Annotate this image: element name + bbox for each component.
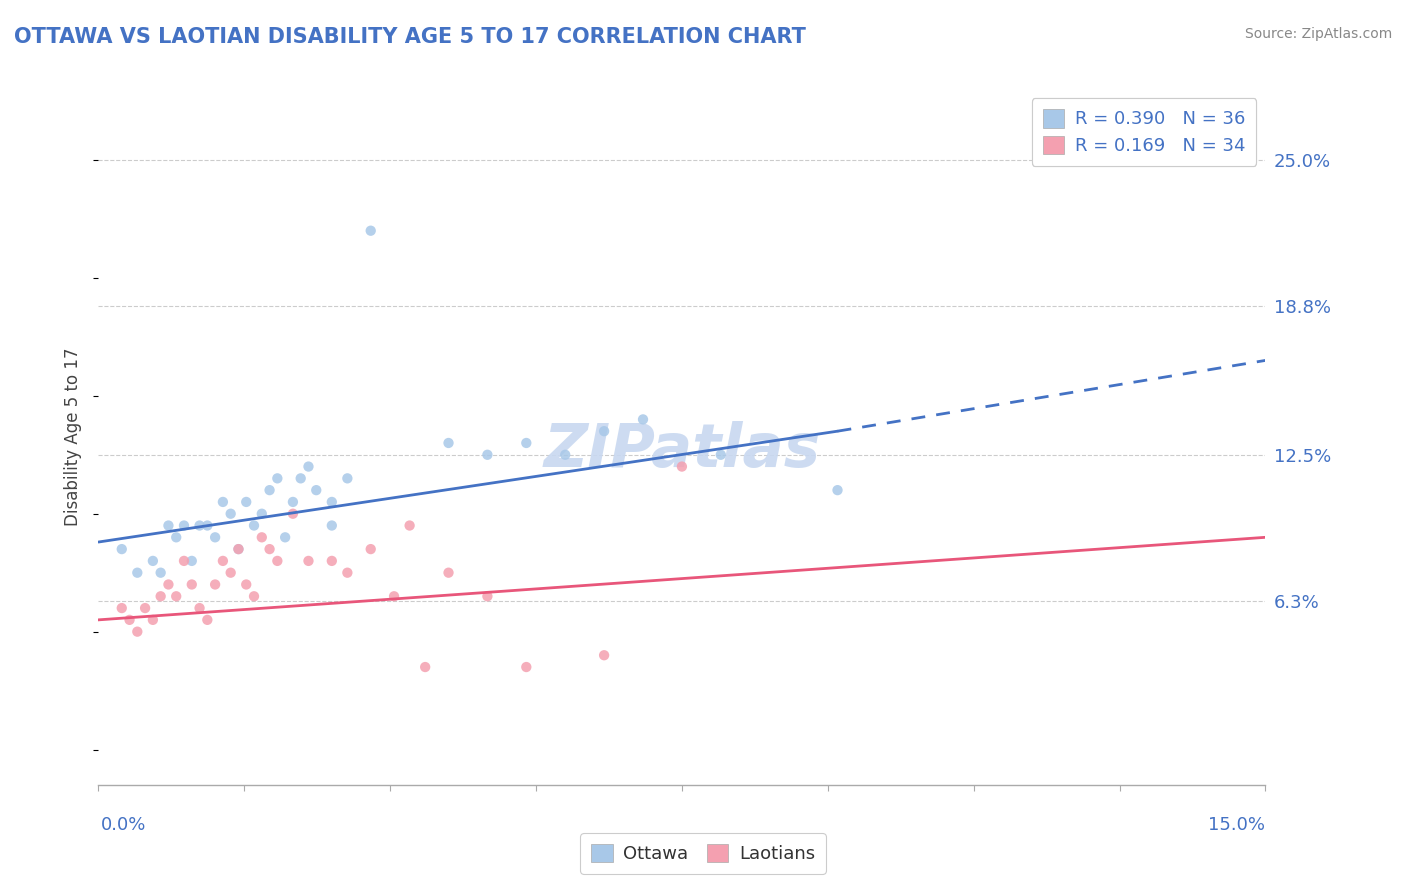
Legend: R = 0.390   N = 36, R = 0.169   N = 34: R = 0.390 N = 36, R = 0.169 N = 34 (1032, 98, 1257, 166)
Point (204, 577, 226, 591)
Text: OTTAWA VS LAOTIAN DISABILITY AGE 5 TO 17 CORRELATION CHART: OTTAWA VS LAOTIAN DISABILITY AGE 5 TO 17… (14, 27, 806, 46)
Legend: Ottawa, Laotians: Ottawa, Laotians (581, 833, 825, 874)
Point (413, 660, 436, 674)
Point (710, 448, 733, 462)
Point (243, 518, 266, 533)
Point (437, 566, 460, 580)
Point (165, 530, 187, 544)
Point (235, 495, 257, 509)
Point (274, 530, 297, 544)
Point (180, 577, 202, 591)
Point (336, 566, 359, 580)
Point (157, 577, 180, 591)
Point (111, 542, 134, 557)
Point (827, 483, 849, 497)
Point (127, 624, 149, 639)
Point (593, 424, 616, 438)
Point (243, 589, 266, 603)
Point (281, 507, 304, 521)
Point (250, 507, 273, 521)
Point (437, 436, 460, 450)
Point (118, 613, 141, 627)
Point (259, 483, 281, 497)
Point (515, 436, 537, 450)
Point (593, 648, 616, 663)
Point (266, 554, 288, 568)
Text: 15.0%: 15.0% (1208, 816, 1265, 834)
Point (631, 412, 654, 426)
Point (281, 495, 304, 509)
Point (195, 518, 218, 533)
Point (477, 589, 499, 603)
Point (219, 507, 242, 521)
Point (321, 495, 343, 509)
Point (360, 542, 382, 557)
Point (173, 518, 195, 533)
Point (360, 224, 382, 238)
Point (142, 613, 165, 627)
Point (305, 483, 328, 497)
Point (188, 518, 211, 533)
Point (398, 518, 420, 533)
Point (134, 601, 156, 615)
Point (477, 448, 499, 462)
Point (228, 542, 250, 557)
Point (180, 554, 202, 568)
Point (228, 542, 250, 557)
Point (149, 566, 172, 580)
Text: 0.0%: 0.0% (101, 816, 146, 834)
Point (671, 459, 693, 474)
Point (204, 530, 226, 544)
Point (554, 448, 576, 462)
Point (173, 554, 195, 568)
Point (149, 589, 172, 603)
Point (290, 471, 312, 485)
Point (321, 518, 343, 533)
Point (382, 589, 405, 603)
Point (212, 495, 235, 509)
Point (219, 566, 242, 580)
Point (259, 542, 281, 557)
Text: ZIPatlas: ZIPatlas (543, 422, 821, 481)
Point (321, 554, 343, 568)
Point (165, 589, 187, 603)
Point (127, 566, 149, 580)
Point (297, 554, 319, 568)
Point (336, 471, 359, 485)
Point (111, 601, 134, 615)
Point (235, 577, 257, 591)
Point (188, 601, 211, 615)
Point (297, 459, 319, 474)
Point (266, 471, 288, 485)
Text: Source: ZipAtlas.com: Source: ZipAtlas.com (1244, 27, 1392, 41)
Point (142, 554, 165, 568)
Point (157, 518, 180, 533)
Point (515, 660, 537, 674)
Point (250, 530, 273, 544)
Point (195, 613, 218, 627)
Y-axis label: Disability Age 5 to 17: Disability Age 5 to 17 (65, 348, 83, 526)
Point (212, 554, 235, 568)
